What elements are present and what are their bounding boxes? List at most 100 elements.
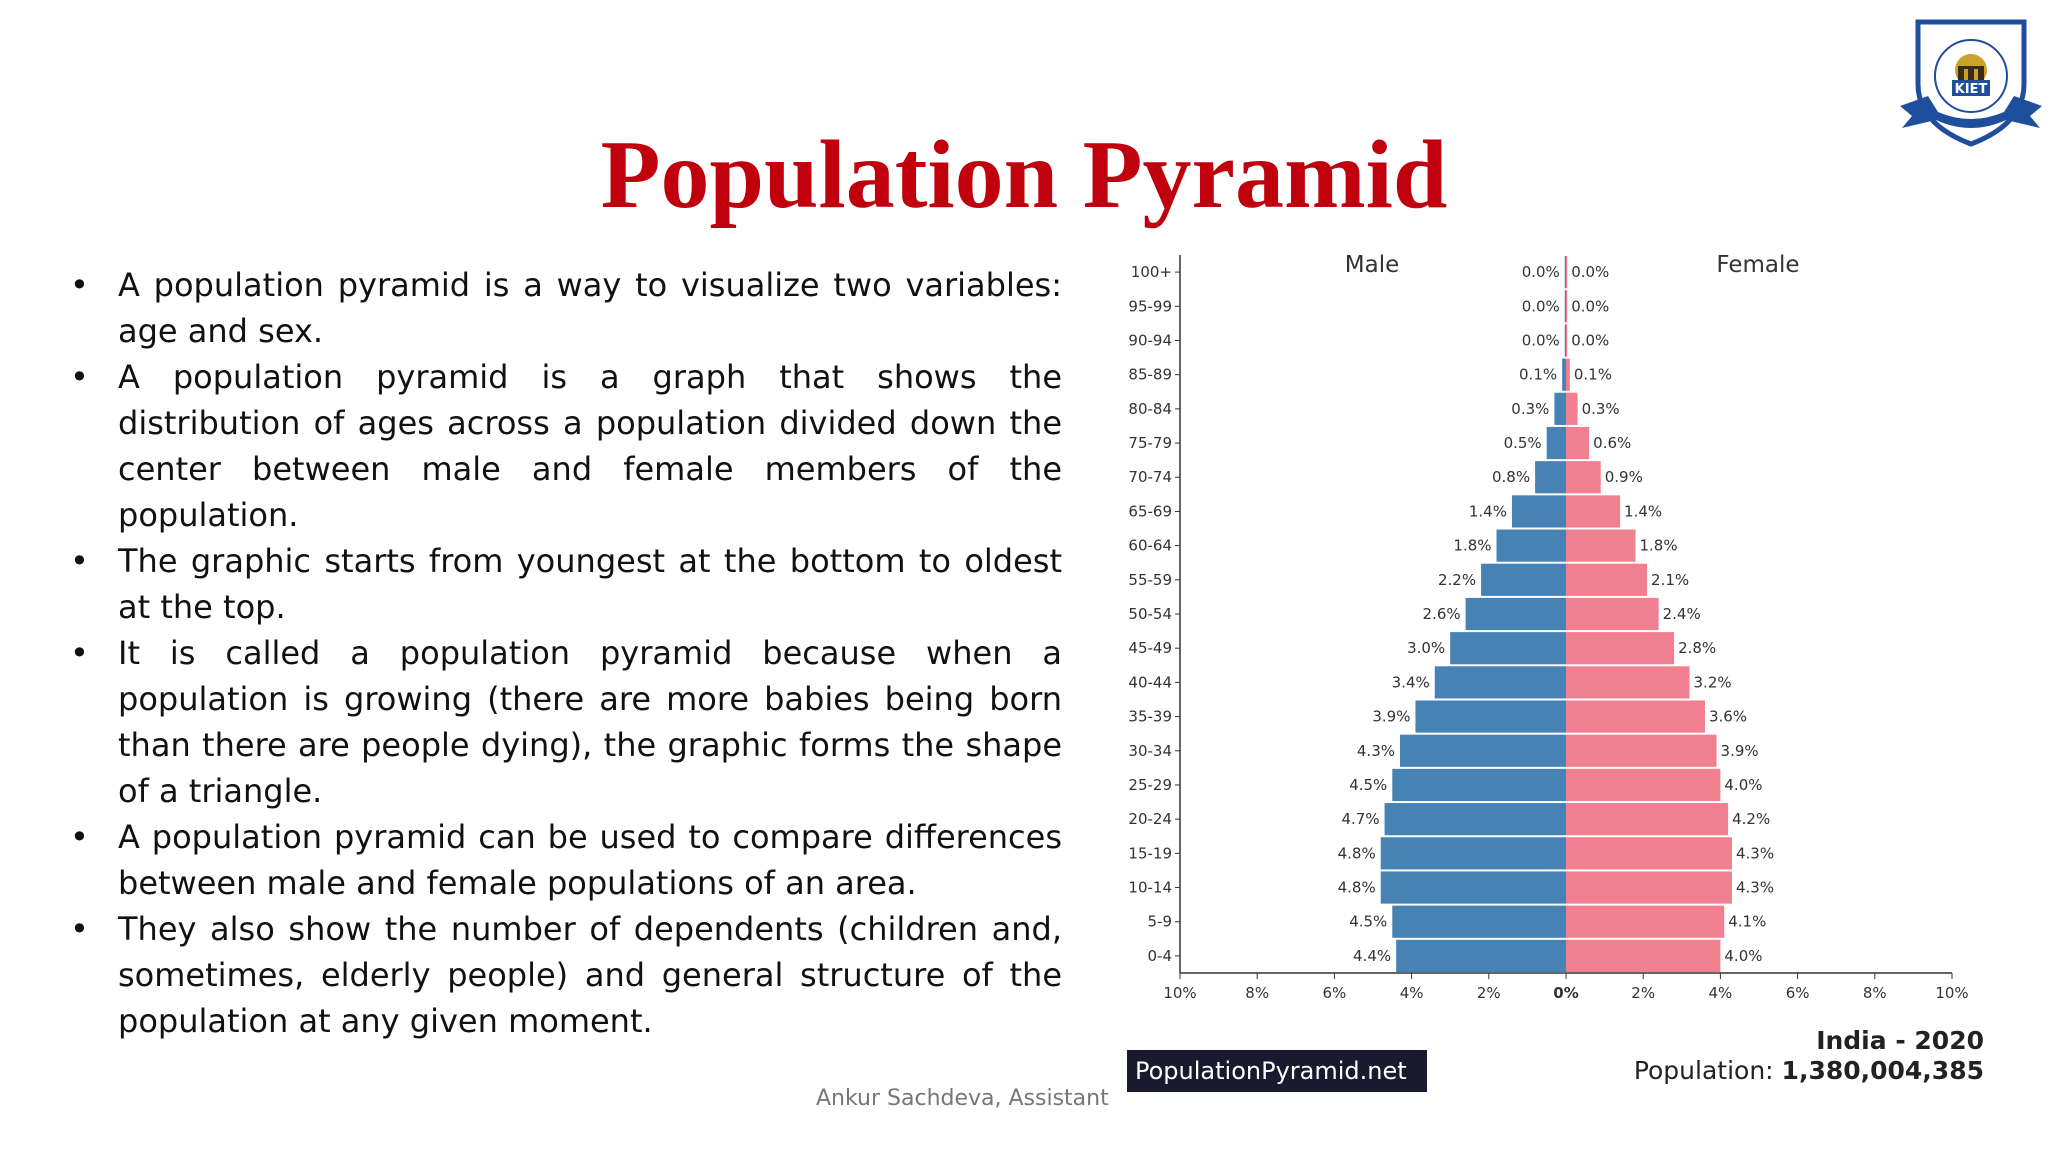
male-value-label: 4.7% [1341,810,1379,828]
age-tick-label: 75-79 [1128,434,1172,452]
female-value-label: 3.6% [1709,708,1747,726]
male-value-label: 4.5% [1349,776,1387,794]
male-bar [1546,426,1566,460]
age-tick-label: 95-99 [1128,297,1172,315]
male-value-label: 0.0% [1522,263,1560,281]
female-bar [1566,290,1568,323]
bullet-item: A population pyramid can be used to comp… [62,814,1062,906]
male-value-label: 2.6% [1423,605,1461,623]
male-value-label: 0.0% [1522,297,1560,315]
age-tick-label: 15-19 [1128,844,1172,862]
male-bar [1384,803,1566,836]
footer-credit: Ankur Sachdeva, Assistant Pr [816,1086,1116,1111]
age-tick-label: 55-59 [1128,571,1172,589]
male-value-label: 0.8% [1492,468,1530,486]
male-bar [1415,700,1566,733]
population-pyramid-chart: 4.4% 4.0% 0-4 4.5% 4.1% 5-9 4.8% 4.3% 10-14 4.8% 4… [1128,252,1968,1002]
age-tick-label: 85-89 [1128,366,1172,384]
female-bar [1566,256,1568,289]
female-value-label: 4.0% [1724,947,1762,965]
logo-text: KIET [1955,82,1988,97]
male-bar [1465,597,1566,631]
legend-male: Male [1345,252,1399,278]
male-bar [1535,461,1566,494]
x-tick-label: 6% [1786,984,1810,1002]
female-value-label: 4.3% [1736,879,1774,897]
female-bar [1566,529,1636,562]
age-tick-label: 45-49 [1128,639,1172,657]
female-value-label: 1.4% [1624,502,1662,520]
female-bar [1566,597,1659,631]
country-year-label: India - 2020 [1816,1026,1984,1055]
age-tick-label: 25-29 [1128,776,1172,794]
female-value-label: 2.4% [1663,605,1701,623]
male-bar [1564,256,1566,289]
age-tick-label: 80-84 [1128,400,1172,418]
female-value-label: 0.0% [1571,297,1609,315]
female-bar [1566,905,1725,938]
male-bar [1496,529,1566,562]
male-value-label: 2.2% [1438,571,1476,589]
x-tick-label: 2% [1477,984,1501,1002]
age-tick-label: 60-64 [1128,537,1172,555]
female-value-label: 4.1% [1728,913,1766,931]
x-tick-label: 0% [1553,984,1578,1002]
x-tick-label: 8% [1863,984,1887,1002]
male-bar [1511,495,1566,528]
population-line: Population: 1,380,004,385 [1634,1056,1984,1085]
female-bar [1566,939,1721,972]
female-value-label: 3.9% [1721,742,1759,760]
age-tick-label: 30-34 [1128,742,1172,760]
female-bar [1566,632,1675,665]
male-bar [1396,939,1566,972]
male-value-label: 0.0% [1522,331,1560,349]
male-bar [1380,871,1566,904]
x-tick-label: 4% [1400,984,1424,1002]
population-value: 1,380,004,385 [1781,1056,1984,1085]
female-value-label: 0.6% [1593,434,1631,452]
female-value-label: 4.3% [1736,844,1774,862]
age-tick-label: 35-39 [1128,708,1172,726]
age-tick-label: 50-54 [1128,605,1172,623]
female-bar [1566,768,1721,802]
age-tick-label: 5-9 [1148,913,1173,931]
age-tick-label: 0-4 [1148,947,1173,965]
female-value-label: 0.0% [1571,331,1609,349]
male-value-label: 3.4% [1392,673,1430,691]
x-tick-label: 2% [1631,984,1655,1002]
age-tick-label: 100+ [1131,263,1172,281]
source-badge [1127,1050,1427,1092]
female-bar [1566,700,1705,733]
female-bar [1566,392,1578,425]
female-bar [1566,803,1729,836]
female-value-label: 2.1% [1651,571,1689,589]
x-tick-label: 4% [1709,984,1733,1002]
male-value-label: 0.1% [1519,366,1557,384]
male-value-label: 0.5% [1504,434,1542,452]
x-tick-label: 10% [1935,984,1968,1002]
x-tick-label: 6% [1323,984,1347,1002]
male-value-label: 4.4% [1353,947,1391,965]
age-tick-label: 90-94 [1128,331,1172,349]
bullet-item: They also show the number of dependents … [62,906,1062,1044]
male-value-label: 4.8% [1338,844,1376,862]
female-bar [1566,426,1590,460]
male-bar [1392,768,1566,802]
male-value-label: 4.8% [1338,879,1376,897]
bullet-item: A population pyramid is a graph that sho… [62,354,1062,538]
male-bar [1481,563,1566,596]
age-tick-label: 40-44 [1128,673,1172,691]
female-value-label: 4.0% [1724,776,1762,794]
age-tick-label: 20-24 [1128,810,1172,828]
bullet-item: It is called a population pyramid becaus… [62,630,1062,814]
female-value-label: 3.2% [1694,673,1732,691]
male-bar [1564,290,1566,323]
male-value-label: 4.5% [1349,913,1387,931]
x-tick-label: 10% [1163,984,1196,1002]
male-bar [1434,666,1566,699]
legend-female: Female [1716,252,1799,278]
age-tick-label: 70-74 [1128,468,1172,486]
male-value-label: 1.4% [1469,502,1507,520]
bullet-item: A population pyramid is a way to visuali… [62,262,1062,354]
male-bar [1564,324,1566,357]
